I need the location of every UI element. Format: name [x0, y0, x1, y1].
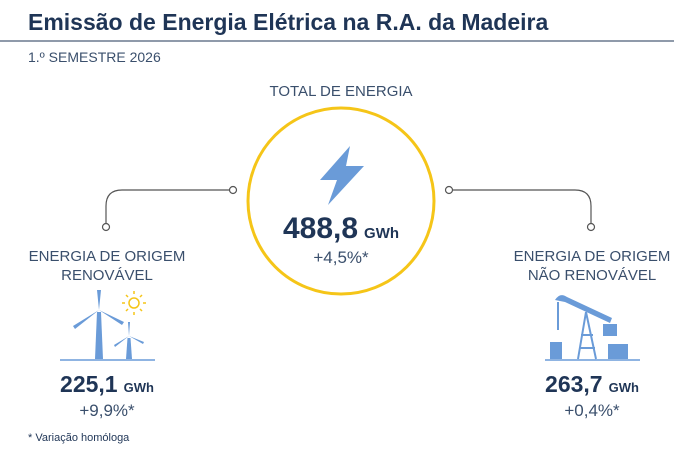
- subtitle: 1.º SEMESTRE 2026: [28, 49, 161, 65]
- label-line: ENERGIA DE ORIGEM: [29, 248, 186, 265]
- wind-icon: [60, 290, 155, 361]
- connector: [105, 189, 230, 224]
- connector: [452, 189, 592, 224]
- label-line: ENERGIA DE ORIGEM: [514, 248, 671, 265]
- renewable-value: 225,1 GWh: [60, 371, 154, 397]
- title: Emissão de Energia Elétrica na R.A. da M…: [28, 9, 548, 35]
- total-circle: [246, 106, 436, 296]
- lightning-icon: [320, 146, 364, 205]
- connector-dot: [101, 222, 111, 232]
- non-renewable-value: 263,7 GWh: [545, 371, 639, 397]
- value: 263,7: [545, 371, 603, 397]
- label-line: RENOVÁVEL: [61, 267, 153, 284]
- non-renewable-change: +0,4%*: [564, 401, 620, 420]
- label-line: NÃO RENOVÁVEL: [528, 267, 656, 284]
- unit: GWh: [124, 380, 154, 395]
- unit: GWh: [609, 380, 639, 395]
- total-change: +4,5%*: [313, 248, 369, 267]
- connector-dot: [586, 222, 596, 232]
- total-value: 488,8 GWh: [283, 212, 399, 245]
- connector-dot: [444, 185, 454, 195]
- renewable-change: +9,9%*: [79, 401, 135, 420]
- total-label: TOTAL DE ENERGIA: [269, 83, 412, 100]
- value: 488,8: [283, 212, 358, 245]
- oil-pump-icon: [545, 295, 640, 361]
- value: 225,1: [60, 371, 118, 397]
- unit: GWh: [364, 225, 399, 242]
- footnote: * Variação homóloga: [28, 432, 130, 444]
- connector-dot: [228, 185, 238, 195]
